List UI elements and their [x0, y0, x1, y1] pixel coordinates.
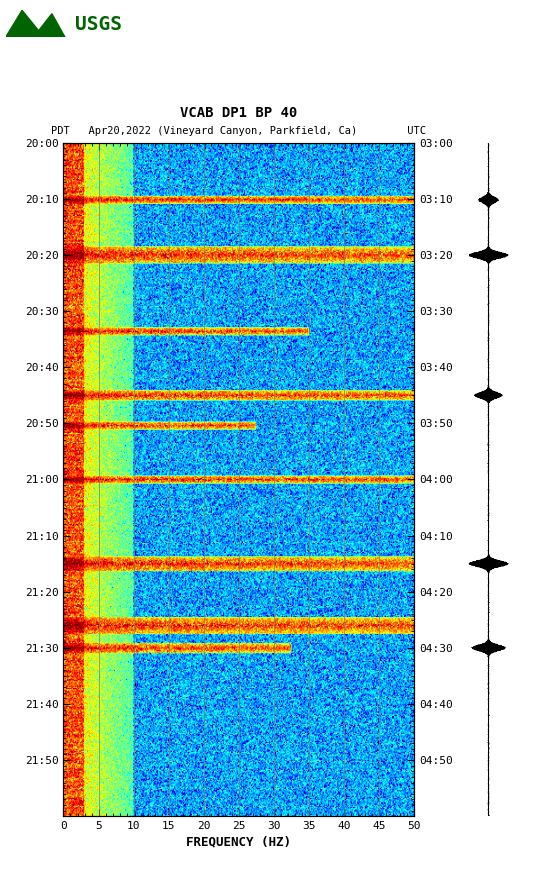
- Polygon shape: [6, 11, 65, 37]
- X-axis label: FREQUENCY (HZ): FREQUENCY (HZ): [186, 835, 291, 848]
- Text: USGS: USGS: [75, 15, 121, 35]
- Text: PDT   Apr20,2022 (Vineyard Canyon, Parkfield, Ca)        UTC: PDT Apr20,2022 (Vineyard Canyon, Parkfie…: [51, 126, 426, 136]
- Text: VCAB DP1 BP 40: VCAB DP1 BP 40: [180, 106, 298, 120]
